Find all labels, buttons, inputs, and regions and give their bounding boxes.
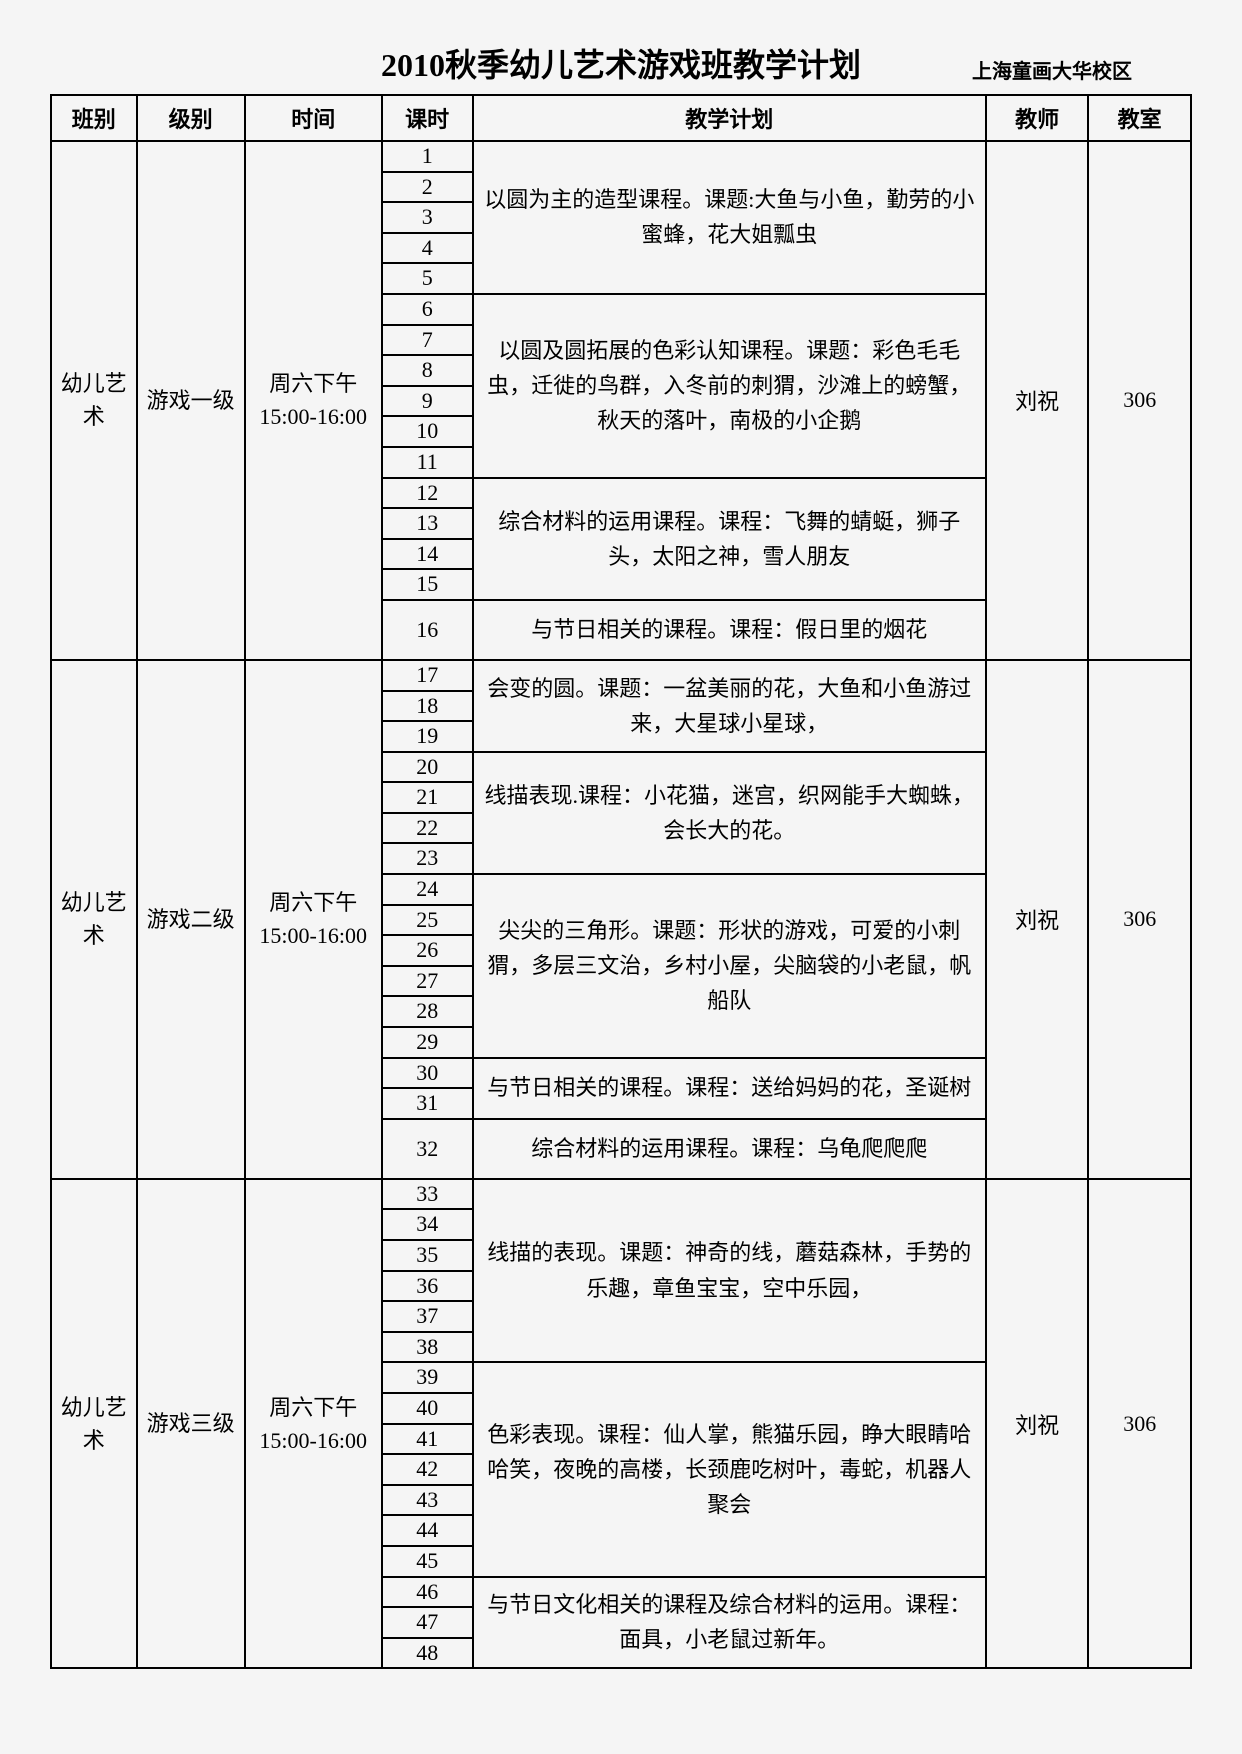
cell-lesson-number: 21: [382, 782, 473, 813]
table-row: 幼儿艺术游戏一级周六下午15:00-16:001以圆为主的造型课程。课题:大鱼与…: [51, 141, 1191, 172]
cell-lesson-number: 15: [382, 569, 473, 600]
cell-lesson-number: 31: [382, 1088, 473, 1119]
cell-time: 周六下午15:00-16:00: [245, 1179, 382, 1669]
cell-plan: 尖尖的三角形。课题：形状的游戏，可爱的小刺猬，多层三文治，乡村小屋，尖脑袋的小老…: [473, 874, 986, 1058]
cell-lesson-number: 19: [382, 721, 473, 752]
schedule-table: 班别 级别 时间 课时 教学计划 教师 教室 幼儿艺术游戏一级周六下午15:00…: [50, 94, 1192, 1669]
cell-lesson-number: 3: [382, 202, 473, 233]
cell-lesson-number: 33: [382, 1179, 473, 1210]
cell-lesson-number: 34: [382, 1209, 473, 1240]
cell-lesson-number: 4: [382, 233, 473, 264]
cell-plan: 会变的圆。课题：一盆美丽的花，大鱼和小鱼游过来，大星球小星球，: [473, 660, 986, 752]
cell-lesson-number: 12: [382, 478, 473, 509]
cell-level: 游戏二级: [137, 660, 245, 1179]
page-title: 2010秋季幼儿艺术游戏班教学计划: [381, 40, 861, 86]
cell-lesson-number: 45: [382, 1546, 473, 1577]
cell-teacher: 刘祝: [986, 1179, 1089, 1669]
cell-lesson-number: 8: [382, 355, 473, 386]
cell-lesson-number: 48: [382, 1638, 473, 1669]
cell-level: 游戏三级: [137, 1179, 245, 1669]
cell-lesson-number: 16: [382, 600, 473, 660]
cell-lesson-number: 41: [382, 1424, 473, 1455]
cell-lesson-number: 9: [382, 386, 473, 417]
cell-plan: 以圆及圆拓展的色彩认知课程。课题：彩色毛毛虫，迁徙的鸟群，入冬前的刺猬，沙滩上的…: [473, 294, 986, 478]
cell-teacher: 刘祝: [986, 141, 1089, 660]
header-hour: 课时: [382, 95, 473, 141]
cell-lesson-number: 2: [382, 172, 473, 203]
cell-lesson-number: 32: [382, 1119, 473, 1179]
cell-lesson-number: 20: [382, 752, 473, 783]
cell-lesson-number: 10: [382, 416, 473, 447]
cell-class: 幼儿艺术: [51, 660, 137, 1179]
cell-room: 306: [1088, 141, 1191, 660]
cell-lesson-number: 14: [382, 539, 473, 570]
cell-lesson-number: 30: [382, 1058, 473, 1089]
cell-plan: 与节日相关的课程。课程：送给妈妈的花，圣诞树: [473, 1058, 986, 1119]
cell-lesson-number: 1: [382, 141, 473, 172]
cell-lesson-number: 35: [382, 1240, 473, 1271]
cell-lesson-number: 28: [382, 996, 473, 1027]
header-time: 时间: [245, 95, 382, 141]
cell-lesson-number: 36: [382, 1271, 473, 1302]
cell-lesson-number: 13: [382, 508, 473, 539]
cell-class: 幼儿艺术: [51, 141, 137, 660]
header-plan: 教学计划: [473, 95, 986, 141]
cell-lesson-number: 11: [382, 447, 473, 478]
cell-lesson-number: 25: [382, 905, 473, 936]
cell-lesson-number: 24: [382, 874, 473, 905]
cell-lesson-number: 44: [382, 1515, 473, 1546]
cell-time: 周六下午15:00-16:00: [245, 141, 382, 660]
cell-room: 306: [1088, 1179, 1191, 1669]
cell-level: 游戏一级: [137, 141, 245, 660]
cell-lesson-number: 7: [382, 325, 473, 356]
cell-lesson-number: 40: [382, 1393, 473, 1424]
page-subtitle: 上海童画大华校区: [972, 55, 1132, 84]
cell-lesson-number: 6: [382, 294, 473, 325]
table-header-row: 班别 级别 时间 课时 教学计划 教师 教室: [51, 95, 1191, 141]
cell-plan: 与节日相关的课程。课程：假日里的烟花: [473, 600, 986, 660]
cell-plan: 综合材料的运用课程。课程：乌龟爬爬爬: [473, 1119, 986, 1179]
table-row: 幼儿艺术游戏二级周六下午15:00-16:0017会变的圆。课题：一盆美丽的花，…: [51, 660, 1191, 691]
cell-lesson-number: 29: [382, 1027, 473, 1058]
cell-plan: 色彩表现。课程：仙人掌，熊猫乐园，睁大眼睛哈哈笑，夜晚的高楼，长颈鹿吃树叶，毒蛇…: [473, 1362, 986, 1576]
cell-plan: 线描的表现。课题：神奇的线，蘑菇森林，手势的乐趣，章鱼宝宝，空中乐园，: [473, 1179, 986, 1363]
cell-time: 周六下午15:00-16:00: [245, 660, 382, 1179]
cell-lesson-number: 27: [382, 966, 473, 997]
cell-lesson-number: 46: [382, 1577, 473, 1608]
table-row: 幼儿艺术游戏三级周六下午15:00-16:0033线描的表现。课题：神奇的线，蘑…: [51, 1179, 1191, 1210]
cell-lesson-number: 42: [382, 1454, 473, 1485]
cell-teacher: 刘祝: [986, 660, 1089, 1179]
header-room: 教室: [1088, 95, 1191, 141]
cell-lesson-number: 43: [382, 1485, 473, 1516]
cell-lesson-number: 17: [382, 660, 473, 691]
cell-plan: 与节日文化相关的课程及综合材料的运用。课程：面具，小老鼠过新年。: [473, 1577, 986, 1669]
cell-lesson-number: 26: [382, 935, 473, 966]
cell-plan: 以圆为主的造型课程。课题:大鱼与小鱼，勤劳的小蜜蜂，花大姐瓢虫: [473, 141, 986, 294]
cell-lesson-number: 39: [382, 1362, 473, 1393]
cell-lesson-number: 47: [382, 1607, 473, 1638]
cell-lesson-number: 37: [382, 1301, 473, 1332]
header-level: 级别: [137, 95, 245, 141]
cell-lesson-number: 18: [382, 691, 473, 722]
cell-class: 幼儿艺术: [51, 1179, 137, 1669]
cell-lesson-number: 22: [382, 813, 473, 844]
header-class: 班别: [51, 95, 137, 141]
cell-room: 306: [1088, 660, 1191, 1179]
header-teacher: 教师: [986, 95, 1089, 141]
cell-lesson-number: 38: [382, 1332, 473, 1363]
cell-plan: 线描表现.课程：小花猫，迷宫，织网能手大蜘蛛，会长大的花。: [473, 752, 986, 874]
cell-plan: 综合材料的运用课程。课程：飞舞的蜻蜓，狮子头，太阳之神，雪人朋友: [473, 478, 986, 600]
cell-lesson-number: 5: [382, 263, 473, 294]
cell-lesson-number: 23: [382, 843, 473, 874]
